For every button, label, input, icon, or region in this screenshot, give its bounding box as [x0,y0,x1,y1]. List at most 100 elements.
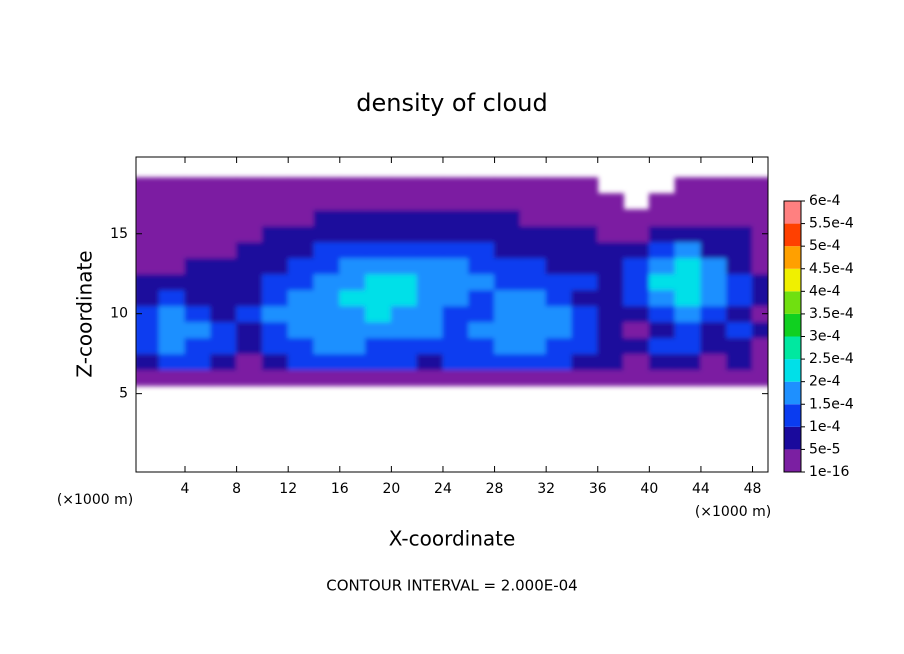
contour-cell [416,337,444,355]
contour-cell [236,289,263,307]
contour-cell [674,353,702,371]
contour-cell [416,273,444,291]
contour-cell [597,193,625,211]
axes: 4 8 12 16 20 24 28 32 36 40 44 48510151e-165e-51e-4… [110,157,854,497]
contour-cell [700,353,728,371]
colorbar-swatch [784,359,801,382]
contour-cell [442,241,470,259]
colorbar-label: 1e-4 [809,419,841,435]
contour-cell [236,353,263,371]
contour-cell [571,209,599,227]
contour-cell [261,305,289,323]
contour-cell [236,241,263,259]
contour-cell [416,353,444,371]
y-tick-label: 15 [110,226,128,242]
x-tick-label: 4 [181,481,190,497]
contour-cell [700,193,728,211]
x-tick-label: 24 [434,481,452,497]
contour-cell [442,273,470,291]
contour-cell [210,257,238,275]
contour-cell [158,321,186,339]
contour-cell [365,273,392,291]
x-tick-label: 44 [692,481,710,497]
contour-cell [339,369,367,387]
contour-cell [674,209,702,227]
contour-cell [365,353,392,371]
colorbar-label: 2e-4 [809,374,841,390]
contour-cell [442,225,470,243]
contour-cell [261,225,289,243]
contour-cell [519,257,547,275]
contour-cell [468,177,496,195]
contour-cell [494,273,521,291]
contour-cell [571,177,599,195]
contour-cell [210,337,238,355]
contour-cell [261,193,289,211]
contour-cell [390,289,418,307]
contour-cell [545,209,573,227]
contour-cell [571,369,599,387]
contour-cell [313,353,341,371]
contour-cell [210,321,238,339]
x-unit-label: (×1000 m) [695,504,771,520]
contour-cell [416,369,444,387]
contour-cell [571,337,599,355]
colorbar-swatch [784,404,801,427]
contour-cell [210,193,238,211]
contour-cell [726,289,754,307]
colorbar-label: 4.5e-4 [809,261,854,277]
contour-cell [623,273,650,291]
contour-cell [700,289,728,307]
contour-cell [623,353,650,371]
contour-cell [442,321,470,339]
contour-cell [339,177,367,195]
contour-cell [158,305,186,323]
contour-cell [752,305,768,323]
contour-cell [184,321,212,339]
contour-cell [184,209,212,227]
contour-cell [545,305,573,323]
contour-cell [545,369,573,387]
contour-cell [339,337,367,355]
contour-cell [261,353,289,371]
contour-cell [442,337,470,355]
colorbar-label: 5.5e-4 [809,216,854,232]
contour-cell [468,209,496,227]
contour-cell [726,353,754,371]
contour-cell [648,337,676,355]
contour-cell [158,289,186,307]
contour-cell [261,273,289,291]
contour-cell [623,369,650,387]
y-axis-label: Z-coordinate [73,250,97,377]
contour-cell [287,369,315,387]
contour-cells [136,177,768,387]
contour-cell [287,305,315,323]
contour-cell [700,305,728,323]
contour-cell [261,241,289,259]
contour-cell [313,257,341,275]
contour-cell [519,305,547,323]
contour-cell [726,369,754,387]
contour-cell [674,241,702,259]
contour-cell [287,209,315,227]
contour-cell [494,209,521,227]
contour-cell [313,337,341,355]
colorbar-swatch [784,336,801,360]
contour-cell [210,225,238,243]
contour-cell [494,257,521,275]
contour-cell [494,193,521,211]
contour-cell [313,305,341,323]
contour-cell [648,209,676,227]
contour-cell [287,225,315,243]
contour-cell [468,241,496,259]
contour-cell [545,177,573,195]
contour-cell [365,241,392,259]
contour-cell [468,193,496,211]
colorbar-label: 5e-4 [809,238,841,254]
contour-cell [752,225,768,243]
contour-cell [287,257,315,275]
contour-cell [158,337,186,355]
contour-cell [468,257,496,275]
contour-cell [597,273,625,291]
